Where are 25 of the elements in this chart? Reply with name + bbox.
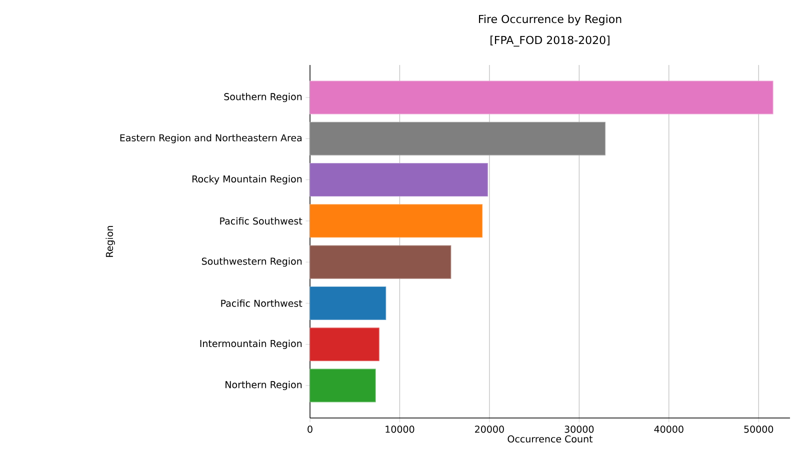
chart-subtitle: [FPA_FOD 2018-2020] bbox=[490, 36, 610, 47]
y-tick-label: Eastern Region and Northeastern Area bbox=[120, 134, 302, 144]
y-tick-label: Southern Region bbox=[224, 92, 302, 102]
bar bbox=[310, 163, 488, 197]
x-tick-label: 10000 bbox=[386, 426, 414, 433]
bar bbox=[310, 286, 386, 320]
bar bbox=[310, 80, 774, 114]
y-tick-label: Northern Region bbox=[226, 380, 302, 390]
x-tick-label: 30000 bbox=[564, 426, 594, 433]
bar bbox=[310, 328, 380, 362]
y-tick-label: Pacific Southwest bbox=[220, 217, 302, 225]
y-axis-title: Region bbox=[106, 226, 115, 257]
x-tick-label: 20000 bbox=[475, 426, 504, 433]
x-tick-label: 40000 bbox=[654, 426, 684, 433]
bar bbox=[310, 245, 452, 279]
y-tick-label: Rocky Mountain Region bbox=[192, 175, 302, 184]
bar bbox=[310, 204, 483, 238]
y-tick-label: Southwestern Region bbox=[202, 257, 302, 267]
y-tick-label: Pacific Northwest bbox=[221, 300, 302, 307]
bar bbox=[310, 368, 376, 402]
x-tick-label: 50000 bbox=[744, 426, 774, 433]
chart-title: Fire Occurrence by Region bbox=[479, 14, 622, 26]
y-tick-label: Intermountain Region bbox=[200, 340, 302, 349]
x-axis-title: Occurrence Count bbox=[508, 435, 593, 443]
x-tick-label: 0 bbox=[308, 426, 312, 433]
